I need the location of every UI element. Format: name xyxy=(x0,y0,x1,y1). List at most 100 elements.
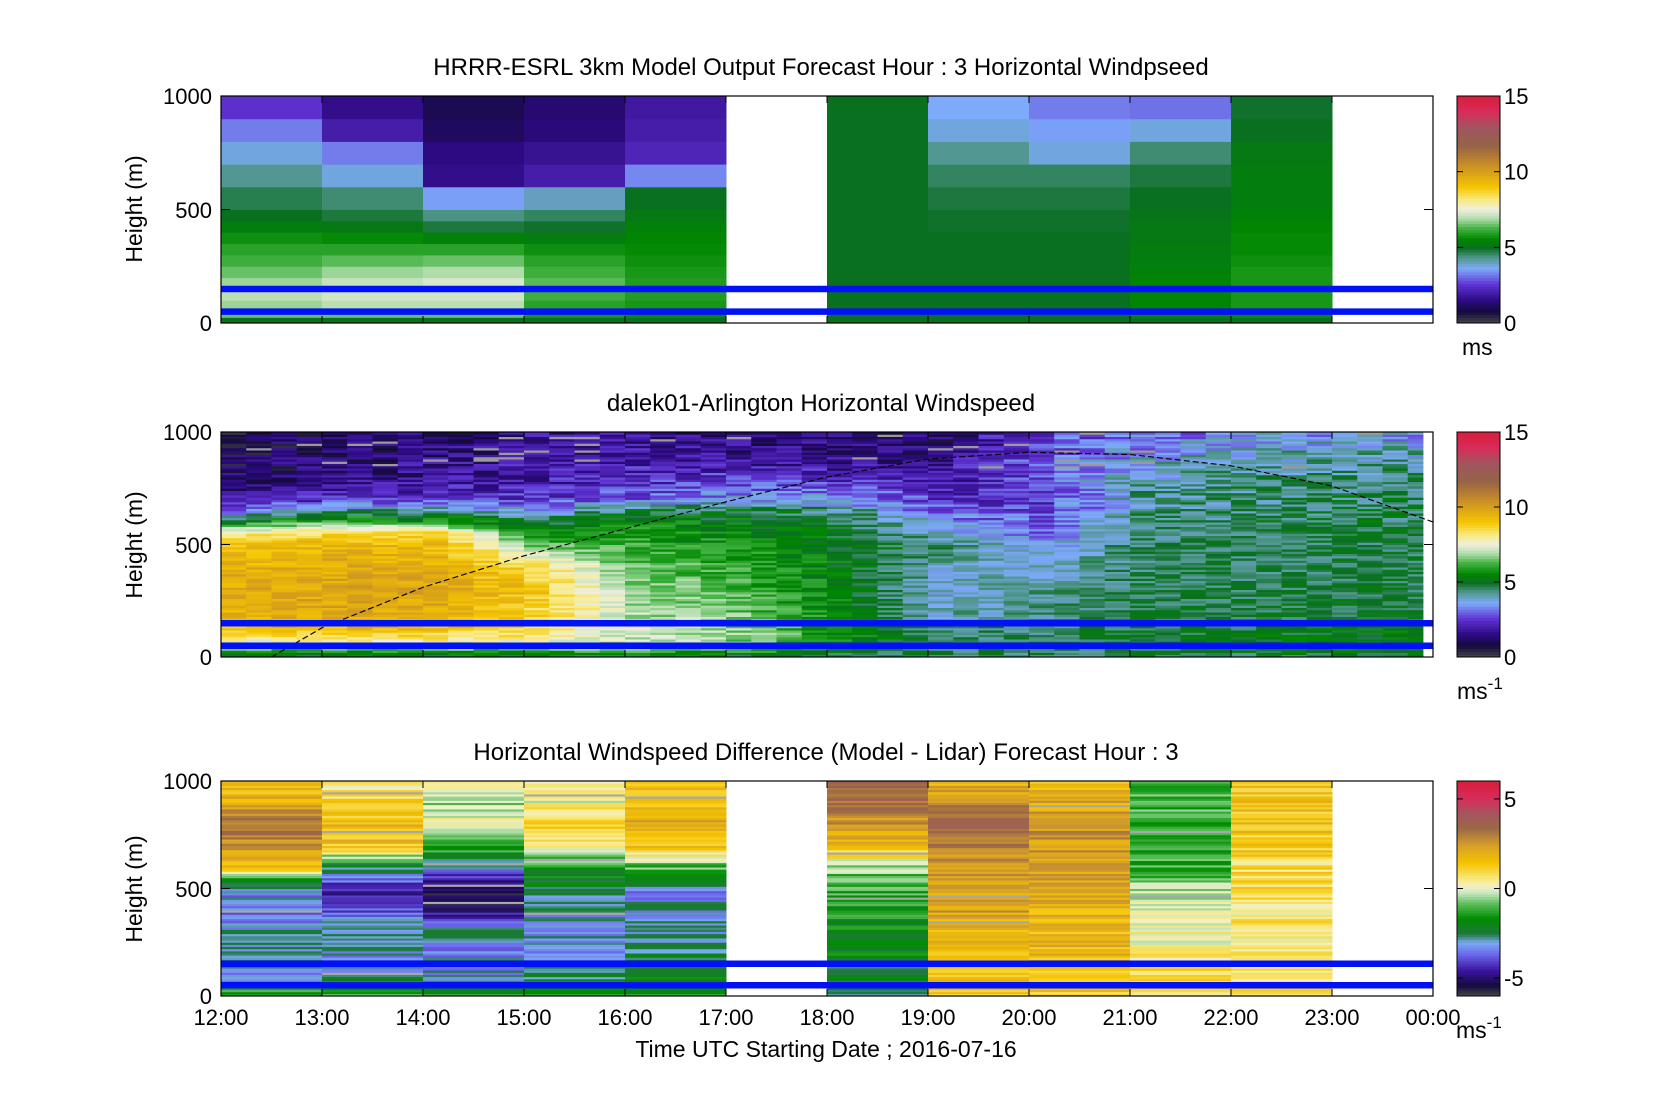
heatmap-cell xyxy=(1231,492,1257,496)
heatmap-cell xyxy=(423,551,449,554)
heatmap-cell xyxy=(1205,594,1232,597)
heatmap-cell xyxy=(296,506,323,509)
heatmap-cell xyxy=(1281,627,1308,631)
heatmap-cell xyxy=(473,652,500,656)
heatmap-cell xyxy=(877,519,904,523)
heatmap-cell xyxy=(221,544,247,548)
heatmap-cell xyxy=(1054,576,1080,579)
heatmap-cell xyxy=(296,481,323,485)
heatmap-cell xyxy=(776,600,803,604)
heatmap-cell xyxy=(1382,463,1409,467)
heatmap-cell xyxy=(625,434,651,437)
heatmap-cell xyxy=(675,587,702,590)
heatmap-cell xyxy=(700,450,727,453)
heatmap-cell xyxy=(498,634,525,638)
heatmap-cell xyxy=(347,616,373,620)
heatmap-cell xyxy=(1029,486,1055,489)
heatmap-cell xyxy=(751,450,777,453)
heatmap-cell xyxy=(776,614,803,617)
heatmap-cell xyxy=(928,483,954,487)
heatmap-cell xyxy=(599,470,626,473)
heatmap-cell xyxy=(1332,632,1358,635)
heatmap-cell xyxy=(1256,594,1282,597)
heatmap-cell xyxy=(448,654,474,657)
heatmap-cell xyxy=(1079,528,1106,532)
heatmap-cell xyxy=(448,468,474,471)
heatmap-cell xyxy=(397,508,424,512)
heatmap-cell xyxy=(473,506,500,509)
heatmap-cell xyxy=(1231,580,1257,584)
heatmap-cell xyxy=(1382,443,1409,446)
heatmap-cell xyxy=(928,531,954,534)
heatmap-cell xyxy=(246,526,272,530)
heatmap-cell xyxy=(1180,533,1207,536)
heatmap-cell xyxy=(271,630,298,633)
heatmap-cell xyxy=(827,546,853,550)
heatmap-cell xyxy=(473,436,500,440)
heatmap-cell xyxy=(397,479,424,482)
heatmap-cell xyxy=(1256,483,1282,487)
heatmap-cell xyxy=(372,569,399,572)
heatmap-cell xyxy=(1079,450,1106,453)
heatmap-cell xyxy=(1054,625,1080,629)
heatmap-cell xyxy=(827,560,853,563)
heatmap-cell xyxy=(776,490,803,494)
heatmap-cell xyxy=(372,495,399,498)
heatmap-cell xyxy=(1155,578,1181,581)
colorbar-swatch xyxy=(1457,98,1500,103)
heatmap-cell xyxy=(928,576,954,579)
heatmap-cell xyxy=(1306,470,1333,473)
heatmap-cell xyxy=(902,553,929,557)
heatmap-cell xyxy=(498,553,525,557)
heatmap-cell xyxy=(498,607,525,611)
heatmap-cell xyxy=(776,558,803,561)
heatmap-cell xyxy=(423,564,449,568)
heatmap-cell xyxy=(372,560,399,563)
heatmap-cell xyxy=(1054,587,1080,590)
heatmap-cell xyxy=(1306,609,1333,613)
heatmap-cell xyxy=(246,544,272,548)
heatmap-cell xyxy=(549,508,575,512)
heatmap-cell xyxy=(296,499,323,503)
heatmap-cell xyxy=(928,549,954,552)
heatmap-cell xyxy=(928,571,954,575)
heatmap-cell xyxy=(1029,531,1055,534)
heatmap-cell xyxy=(1130,531,1156,534)
heatmap-cell xyxy=(751,492,777,496)
heatmap-cell xyxy=(397,445,424,449)
heatmap-cell xyxy=(1382,486,1409,489)
heatmap-cell xyxy=(978,573,1005,577)
heatmap-cell xyxy=(953,652,979,656)
heatmap-cell xyxy=(448,535,474,539)
heatmap-cell xyxy=(1256,445,1282,449)
heatmap-cell xyxy=(1054,513,1080,516)
heatmap-cell xyxy=(574,456,601,460)
heatmap-cell xyxy=(978,585,1005,588)
heatmap-cell xyxy=(347,614,373,617)
heatmap-cell xyxy=(1003,454,1030,458)
heatmap-cell xyxy=(978,524,1005,527)
heatmap-cell xyxy=(271,540,298,543)
heatmap-cell xyxy=(1180,522,1207,525)
heatmap-cell xyxy=(1332,465,1358,469)
heatmap-cell xyxy=(827,625,853,629)
heatmap-cell xyxy=(902,600,929,604)
heatmap-cell xyxy=(1332,490,1358,494)
heatmap-cell xyxy=(549,654,575,657)
heatmap-cell xyxy=(675,443,702,446)
heatmap-cell xyxy=(372,447,399,451)
heatmap-cell xyxy=(650,546,676,550)
heatmap-cell xyxy=(1205,445,1232,449)
heatmap-cell xyxy=(675,447,702,451)
heatmap-cell xyxy=(296,477,323,480)
heatmap-cell xyxy=(473,542,500,545)
heatmap-cell xyxy=(1256,569,1282,572)
heatmap-cell xyxy=(1155,450,1181,453)
heatmap-cell xyxy=(549,605,575,608)
heatmap-cell xyxy=(978,461,1005,464)
heatmap-cell xyxy=(574,531,601,534)
heatmap-cell xyxy=(877,531,904,534)
heatmap-cell xyxy=(1357,594,1383,597)
heatmap-cell xyxy=(776,438,803,442)
heatmap-cell xyxy=(448,436,474,440)
